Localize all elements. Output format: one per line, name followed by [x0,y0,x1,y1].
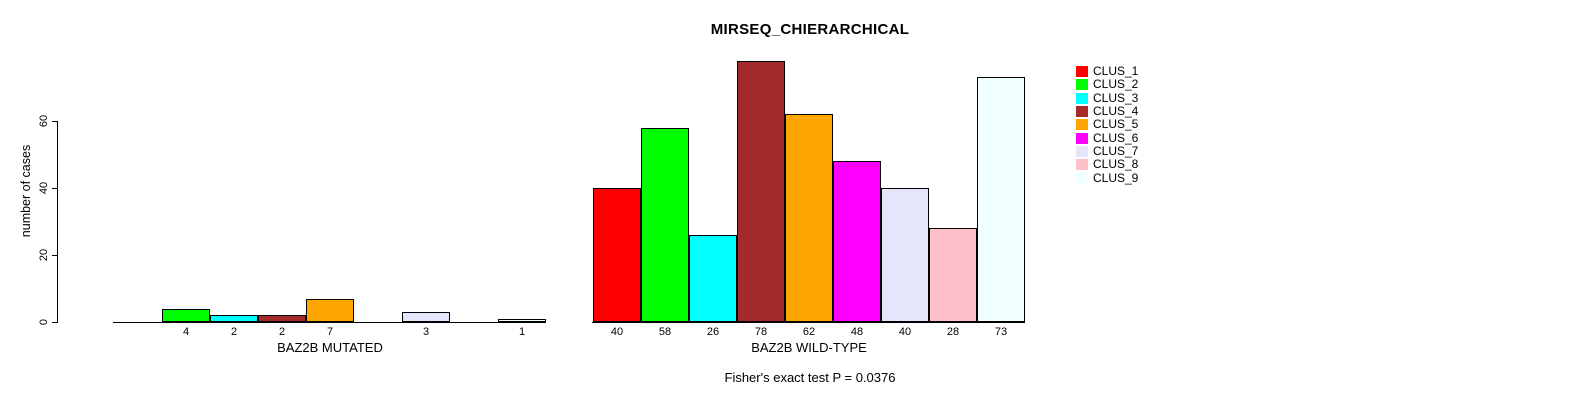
fisher-test-annotation: Fisher's exact test P = 0.0376 [724,370,896,385]
bar-clus_9 [977,77,1025,322]
bar-value-label: 78 [754,326,768,338]
y-axis-tick [52,188,57,189]
bar-clus_6 [833,161,881,322]
bar-clus_3 [689,235,737,322]
bar-value-label: 1 [518,326,526,338]
y-axis-tick-label: 20 [38,248,50,262]
legend-item-label: CLUS_3 [1093,90,1139,105]
legend-item: CLUS_6 [1076,131,1138,144]
legend-swatch [1076,145,1088,157]
bar-clus_2 [641,128,689,322]
bar-clus_5 [306,299,354,322]
bar-clus_4 [737,61,785,322]
legend-item: CLUS_8 [1076,158,1138,171]
legend-item-label: CLUS_2 [1093,77,1139,92]
y-axis-tick-label: 40 [38,181,50,195]
legend-item: CLUS_9 [1076,171,1138,184]
legend-swatch [1076,172,1088,184]
legend-item: CLUS_4 [1076,105,1138,118]
legend-item-label: CLUS_1 [1093,64,1139,79]
bar-clus_7 [881,188,929,322]
bar-value-label: 58 [658,326,672,338]
y-axis-title: number of cases [19,144,33,238]
bar-value-label: 3 [422,326,430,338]
y-axis-tick [52,121,57,122]
bar-clus_2 [162,309,210,322]
legend-swatch [1076,106,1088,118]
bar-value-label: 4 [182,326,190,338]
y-axis-tick [52,322,57,323]
chart-title: MIRSEQ_CHIERARCHICAL [710,21,910,38]
legend-swatch [1076,132,1088,144]
bar-value-label: 28 [946,326,960,338]
legend-item-label: CLUS_9 [1093,170,1139,185]
y-axis-tick [52,255,57,256]
bar-value-label: 40 [898,326,912,338]
legend-item-label: CLUS_5 [1093,117,1139,132]
x-axis-label-mutated: BAZ2B MUTATED [277,340,383,355]
legend-item-label: CLUS_7 [1093,143,1139,158]
bar-value-label: 40 [610,326,624,338]
legend-swatch [1076,119,1088,131]
y-axis-line [57,121,58,323]
bar-clus_3 [210,315,258,322]
bar-clus_5 [785,114,833,322]
y-axis-tick-label: 0 [38,318,50,326]
bar-clus_1 [593,188,641,322]
legend-item-label: CLUS_6 [1093,130,1139,145]
bar-value-label: 26 [706,326,720,338]
bar-value-label: 73 [994,326,1008,338]
legend-item-label: CLUS_8 [1093,157,1139,172]
bar-clus_7 [402,312,450,322]
x-axis-baseline [113,322,546,323]
legend-item: CLUS_3 [1076,90,1139,105]
bar-value-label: 2 [278,326,286,338]
bar-clus_8 [929,228,977,322]
legend-swatch [1076,159,1088,171]
legend-item-label: CLUS_4 [1093,104,1139,119]
bar-value-label: 62 [802,326,816,338]
legend-item: CLUS_1 [1076,65,1138,78]
legend: CLUS_1 CLUS_2 CLUS_3 CLUS_4 CLUS_5 CLUS_6 CLUS… [1076,65,1138,185]
x-axis-label-wildtype: BAZ2B WILD-TYPE [751,340,867,355]
legend-item: CLUS_7 [1076,143,1139,158]
bar-clus_4 [258,315,306,322]
legend-swatch [1076,79,1088,91]
bar-value-label: 2 [230,326,238,338]
y-axis-tick-label: 60 [38,114,50,128]
legend-swatch [1076,92,1088,104]
bar-value-label: 48 [850,326,864,338]
legend-item: CLUS_2 [1076,78,1138,91]
legend-item: CLUS_5 [1076,118,1138,131]
bar-value-label: 7 [326,326,334,338]
legend-swatch [1076,66,1088,78]
x-axis-baseline [592,322,1025,323]
bar-clus_9 [498,319,546,322]
